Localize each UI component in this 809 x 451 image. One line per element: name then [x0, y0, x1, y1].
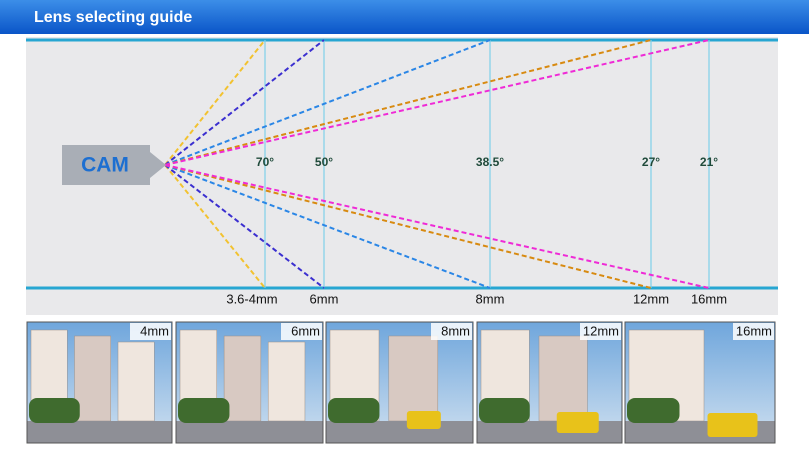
photo-building: [538, 335, 588, 422]
photo-trees: [479, 398, 530, 423]
photo-building: [74, 335, 111, 422]
photo-car: [556, 412, 599, 433]
ray: [164, 39, 266, 166]
ray: [164, 164, 325, 289]
photo-frame: [624, 321, 776, 444]
photo-label: 8mm: [441, 323, 470, 338]
ray: [164, 164, 266, 289]
focal-length-label: 6mm: [310, 291, 339, 306]
rays: 70° 3.6-4mm 50° 6mm 38.5° 8mm 27° 12mm 21° 16mm: [164, 39, 727, 306]
focal-length-label: 8mm: [476, 291, 505, 306]
photo-label: 6mm: [291, 323, 320, 338]
photo-building: [223, 335, 262, 422]
photo-car: [707, 413, 758, 437]
photo-frame: [476, 321, 623, 444]
photo-road: [326, 421, 473, 443]
ray: [164, 164, 491, 289]
photo-trees: [328, 398, 380, 423]
photo-label-bg: [733, 323, 774, 340]
photo-label-bg: [281, 323, 322, 340]
photo-label-bg: [431, 323, 472, 340]
photo-trees: [178, 398, 230, 423]
camera-lens: [150, 152, 166, 178]
photo-building: [267, 341, 306, 422]
angle-label: 38.5°: [476, 155, 504, 169]
ray: [164, 39, 491, 166]
photo-trees: [29, 398, 80, 423]
angle-label: 50°: [315, 155, 333, 169]
photo-building: [388, 335, 439, 422]
photo-building: [117, 341, 155, 422]
photo-road: [477, 421, 622, 443]
photo-label: 12mm: [583, 323, 619, 338]
angle-label: 21°: [700, 155, 718, 169]
camera: CAM: [62, 145, 166, 185]
focal-length-label: 12mm: [633, 291, 669, 306]
header-bar: [0, 0, 809, 34]
photo-label-bg: [130, 323, 171, 340]
photo-frame: [175, 321, 324, 444]
focal-length-label: 3.6-4mm: [226, 291, 277, 306]
photo-car: [406, 411, 441, 429]
ray: [164, 39, 652, 166]
focal-length-label: 16mm: [691, 291, 727, 306]
angle-label: 27°: [642, 155, 660, 169]
camera-body: [62, 145, 150, 185]
photo-road: [176, 421, 323, 443]
photo-label: 4mm: [140, 323, 169, 338]
angle-label: 70°: [256, 155, 274, 169]
ray: [164, 39, 325, 166]
ray: [164, 164, 710, 289]
ray: [164, 39, 710, 166]
ray: [164, 164, 652, 289]
camera-label: CAM: [81, 154, 129, 177]
header-title: Lens selecting guide: [34, 9, 192, 26]
photo-frame: [26, 321, 173, 444]
photo-trees: [627, 398, 680, 423]
photos: 4mm 6mm 8mm 12mm 16mm: [26, 321, 776, 444]
photo-frame: [325, 321, 474, 444]
photo-label-bg: [580, 323, 621, 340]
photo-label: 16mm: [736, 323, 772, 338]
photo-road: [27, 421, 172, 443]
